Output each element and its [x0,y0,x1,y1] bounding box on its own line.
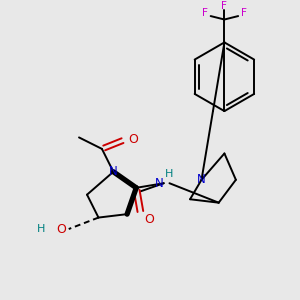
Text: H: H [37,224,45,234]
Text: N: N [109,165,118,178]
Text: F: F [221,1,227,11]
Text: N: N [197,173,206,186]
Text: F: F [202,8,208,18]
Text: H: H [165,169,174,179]
Text: O: O [144,213,154,226]
Text: O: O [56,223,66,236]
Text: F: F [241,8,247,18]
Text: N: N [155,177,164,190]
Text: O: O [128,133,138,146]
